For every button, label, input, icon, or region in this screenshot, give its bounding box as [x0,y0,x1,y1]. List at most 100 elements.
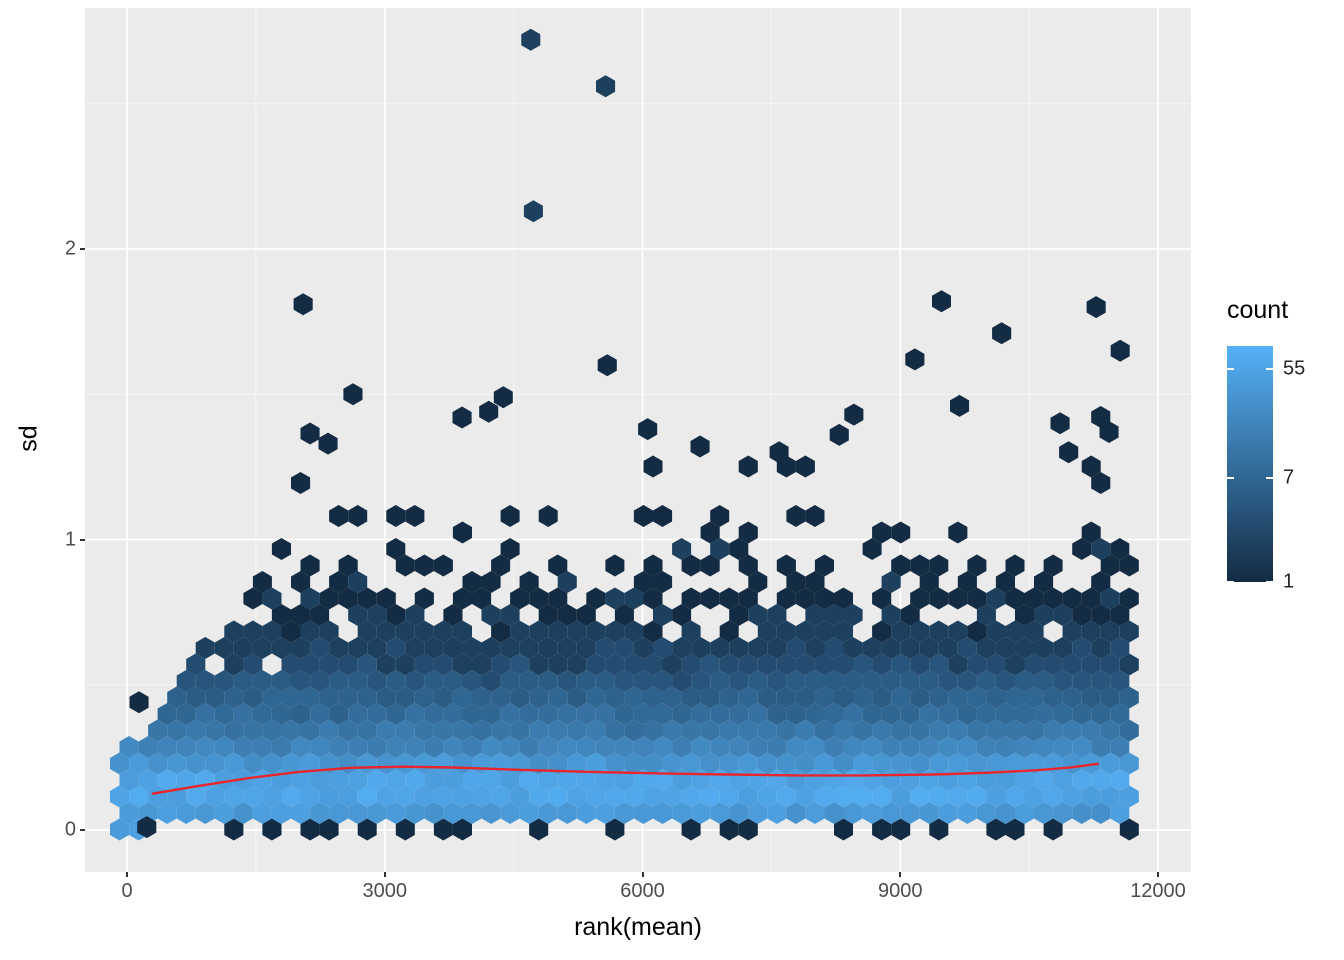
hex-cell [357,620,377,643]
hex-cell [919,670,939,692]
hex-cell [500,703,520,725]
hex-cell [424,736,444,758]
hex-cell [291,802,311,824]
hex-cell [110,818,130,841]
hex-cell [938,637,958,659]
hex-cell [510,686,530,709]
hex-cell [414,785,434,808]
hex-cell [1100,752,1120,775]
hex-cell [814,785,834,808]
hex-cell [1091,736,1111,758]
hex-cell [310,736,330,758]
hex-cell [795,455,815,478]
hex-cell [986,686,1006,709]
hex-cell [481,670,501,692]
hex-cell [424,703,444,725]
hex-cell [233,670,253,692]
hex-cell [824,670,844,692]
hex-cell [614,736,634,758]
hex-cell [681,620,701,643]
hex-cell [653,670,673,692]
hex-cell [262,686,282,709]
hex-cell [614,670,634,692]
hex-cell [633,637,653,659]
hex-cell [529,785,549,808]
hex-cell [586,686,606,709]
hex-cell [500,538,520,560]
legend-tick-mark [1227,367,1234,370]
hex-cell [557,802,577,824]
hex-cell [300,653,320,676]
hex-cell [948,653,968,676]
hex-cell [1119,785,1139,808]
hex-cell [834,587,853,610]
hex-cell [576,769,596,791]
hex-cell [1110,670,1130,692]
hex-cell [357,587,377,610]
hex-cell [357,686,377,709]
hex-cell [767,604,787,626]
hex-cell [976,604,996,626]
hex-cell [710,637,730,659]
hex-cell [891,818,911,841]
hex-cell-outlier [829,423,849,446]
legend-tick-mark [1266,367,1273,370]
hex-cell [548,587,568,610]
hex-cell [329,505,349,527]
hex-cell [834,785,853,808]
hex-cell [872,587,892,610]
hex-cell [929,686,949,709]
hex-cell [310,802,330,824]
hex-cell [576,802,596,824]
hex-cell [691,637,711,659]
hex-cell [243,719,263,742]
hex-cell [1100,554,1120,577]
hex-cell [243,752,263,775]
hex-cell [1091,571,1111,593]
hex-cell [110,752,130,775]
hex-cell [681,719,701,742]
hex-cell [395,719,415,742]
hex-cell [1005,554,1025,577]
hex-cell [691,802,711,824]
hex-cell [748,571,768,593]
hex-cell [910,620,930,643]
hex-cell [1091,604,1111,626]
hex-cell [814,554,834,577]
hex-cell [176,670,196,692]
hex-cell [452,686,472,709]
hex-cell [405,505,425,527]
hex-cell [748,637,768,659]
hex-cell [853,752,873,775]
hex-cell [252,670,272,692]
hex-cell [957,802,977,824]
hex-cell [767,802,787,824]
hex-cell [872,521,892,544]
hex-cell [519,802,539,824]
hex-cell [376,587,396,610]
hex-cell [748,736,768,758]
hex-cell [900,604,920,626]
hex-cell [424,670,444,692]
x-tick-mark [899,872,902,877]
hex-cell [291,703,311,725]
hex-cell [462,802,482,824]
hex-cell [110,785,130,808]
hex-cell [891,620,911,643]
hex-cell [605,719,625,742]
hex-cell [395,653,415,676]
hex-cell [824,604,844,626]
hex-cell [1043,587,1063,610]
hex-cell [148,752,168,775]
hex-cell [910,752,930,775]
hex-cell [481,802,501,824]
hex-cell [1005,686,1025,709]
y-tick-mark [80,829,85,831]
hex-cell [719,818,739,841]
hex-cell [786,571,806,593]
hex-cell [776,785,796,808]
legend-tick-label: 55 [1283,357,1306,380]
hex-cell [1081,587,1101,610]
hex-cell [481,736,501,758]
